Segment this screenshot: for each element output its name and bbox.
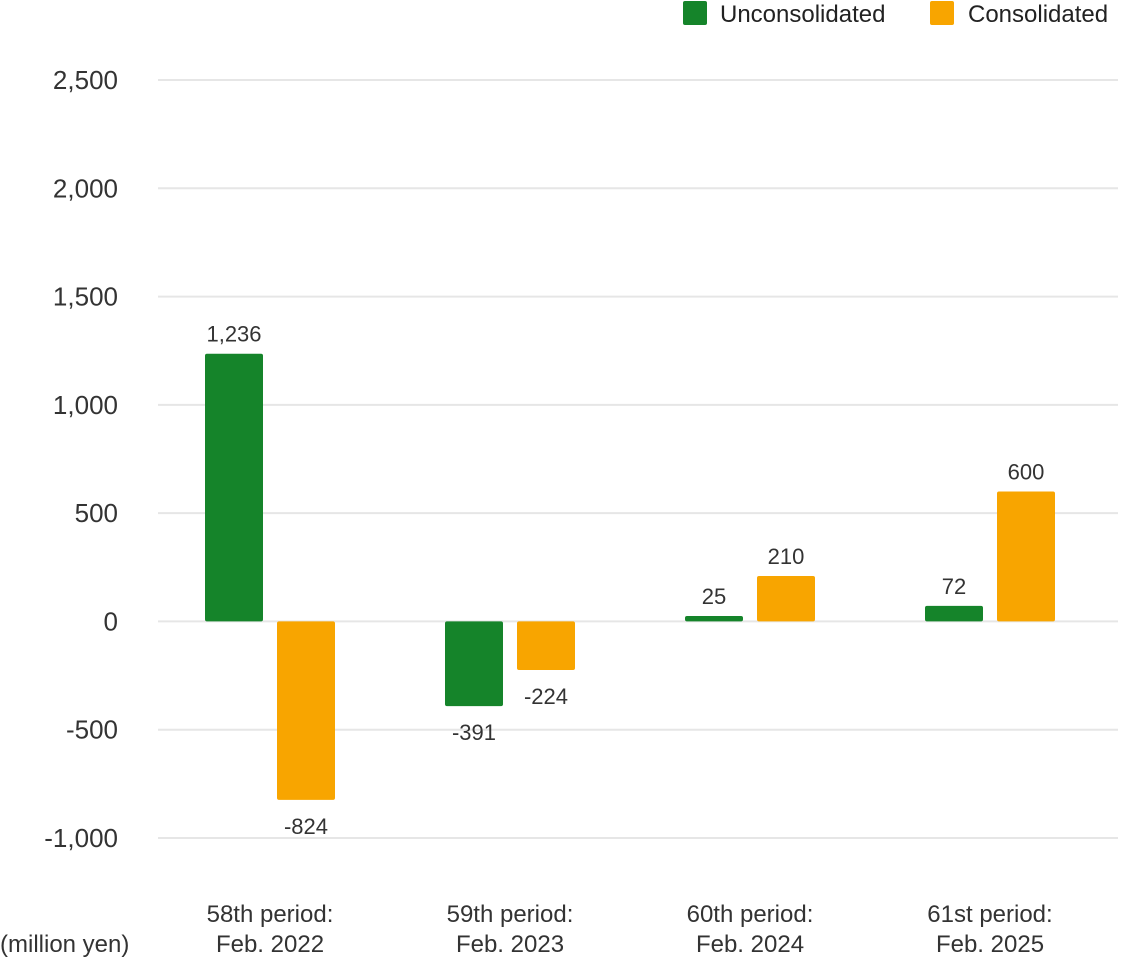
bar-consolidated-1 — [517, 621, 575, 670]
data-label: 72 — [942, 574, 966, 599]
data-label: -224 — [524, 684, 568, 709]
x-category-label: 58th period: Feb. 2022 — [207, 901, 334, 958]
y-tick-label: 2,500 — [53, 65, 118, 95]
x-category-label-line: 61st period: — [927, 901, 1052, 928]
data-label: 1,236 — [206, 322, 261, 347]
y-tick-label: -500 — [66, 715, 118, 745]
x-category-label-line: 58th period: — [207, 901, 334, 928]
x-category-label-line: Feb. 2025 — [936, 931, 1044, 958]
x-axis: 58th period: Feb. 2022 59th period: Feb. 20… — [207, 901, 1053, 958]
y-tick-label: 500 — [75, 498, 118, 528]
y-tick-label: 0 — [104, 606, 118, 636]
bars — [205, 353, 1055, 800]
y-tick-label: -1,000 — [44, 823, 118, 853]
data-labels: 1,236 -824 -391 -224 25 210 72 600 — [206, 322, 1044, 839]
data-label: 25 — [702, 584, 726, 609]
legend-label: Unconsolidated — [720, 1, 885, 28]
x-category-label: 59th period: Feb. 2023 — [447, 901, 574, 958]
bar-unconsolidated-0 — [205, 353, 263, 622]
data-label: -824 — [284, 814, 328, 839]
unit-label: (million yen) — [0, 931, 129, 958]
y-tick-label: 1,500 — [53, 282, 118, 312]
bar-unconsolidated-1 — [445, 621, 503, 707]
bar-unconsolidated-2 — [685, 616, 743, 622]
y-tick-label: 1,000 — [53, 390, 118, 420]
y-tick-label: 2,000 — [53, 173, 118, 203]
x-category-label: 61st period: Feb. 2025 — [927, 901, 1052, 958]
data-label: 600 — [1008, 459, 1045, 484]
x-category-label-line: 59th period: — [447, 901, 574, 928]
x-category-label-line: Feb. 2023 — [456, 931, 564, 958]
bar-unconsolidated-3 — [925, 605, 983, 622]
bar-consolidated-3 — [997, 491, 1055, 622]
y-axis: 2,500 2,000 1,500 1,000 500 0 -500 -1,000 — [44, 65, 118, 853]
bar-consolidated-0 — [277, 621, 335, 800]
x-category-label: 60th period: Feb. 2024 — [687, 901, 814, 958]
x-category-label-line: Feb. 2022 — [216, 931, 324, 958]
legend-swatch-unconsolidated — [683, 1, 707, 25]
legend: Unconsolidated Consolidated — [683, 1, 1108, 28]
bar-consolidated-2 — [757, 575, 815, 622]
x-category-label-line: Feb. 2024 — [696, 931, 804, 958]
x-category-label-line: 60th period: — [687, 901, 814, 928]
data-label: -391 — [452, 720, 496, 745]
legend-swatch-consolidated — [930, 1, 954, 25]
data-label: 210 — [768, 544, 805, 569]
legend-label: Consolidated — [968, 1, 1108, 28]
